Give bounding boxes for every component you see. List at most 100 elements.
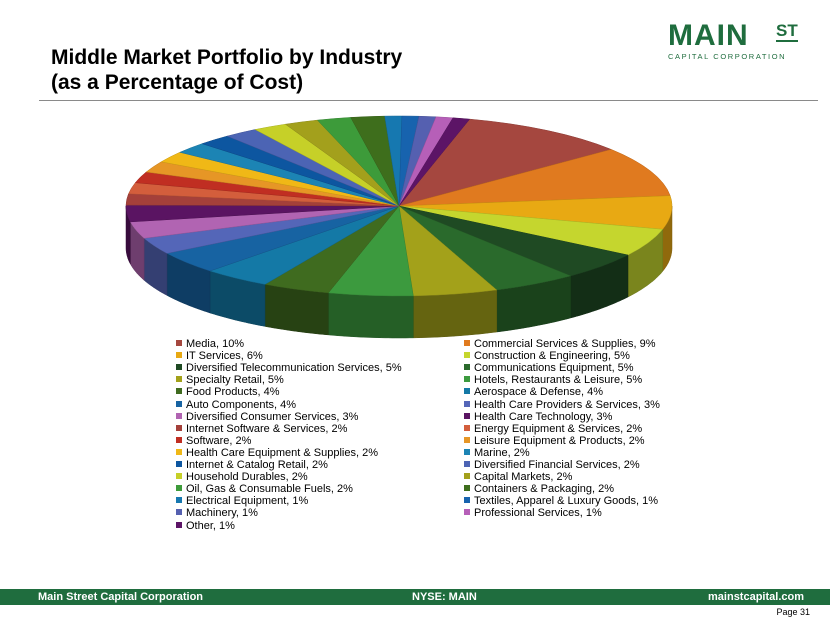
legend-item: Machinery, 1% — [176, 507, 258, 519]
legend-label: Professional Services, 1% — [474, 507, 602, 520]
legend-label: Communications Equipment, 5% — [474, 362, 634, 375]
legend-label: Energy Equipment & Services, 2% — [474, 422, 643, 435]
legend-swatch — [464, 388, 470, 395]
legend-item: Internet Software & Services, 2% — [176, 423, 347, 435]
legend-item: Textiles, Apparel & Luxury Goods, 1% — [464, 495, 658, 507]
legend-swatch — [176, 497, 182, 504]
legend-item: Diversified Consumer Services, 3% — [176, 411, 358, 423]
legend-label: Construction & Engineering, 5% — [474, 350, 630, 363]
legend-swatch — [464, 364, 470, 371]
page-title: Middle Market Portfolio by Industry (as … — [51, 45, 402, 95]
legend-item: Internet & Catalog Retail, 2% — [176, 459, 328, 471]
legend-label: Household Durables, 2% — [186, 471, 308, 484]
legend-item: Diversified Financial Services, 2% — [464, 459, 640, 471]
legend-label: Software, 2% — [186, 434, 252, 447]
legend-label: Diversified Financial Services, 2% — [474, 459, 640, 471]
legend-swatch — [464, 461, 470, 467]
legend-swatch — [176, 340, 182, 346]
legend-swatch — [176, 364, 182, 371]
legend-item: Software, 2% — [176, 435, 251, 447]
legend-label: Diversified Consumer Services, 3% — [186, 410, 359, 423]
legend-item: Professional Services, 1% — [464, 507, 602, 519]
legend-swatch — [464, 412, 470, 419]
legend-swatch — [176, 436, 182, 443]
legend-item: Diversified Telecommunication Services, … — [176, 362, 402, 374]
legend-swatch — [464, 352, 470, 359]
legend-item: Construction & Engineering, 5% — [464, 350, 630, 362]
legend-label: Textiles, Apparel & Luxury Goods, 1% — [474, 495, 659, 508]
legend-label: Containers & Packaging, 2% — [474, 483, 615, 496]
legend-label: Internet Software & Services, 2% — [186, 422, 348, 435]
legend-label: Diversified Telecommunication Services, … — [186, 362, 402, 375]
legend-swatch — [176, 461, 182, 467]
pie-slice-side — [328, 292, 414, 339]
legend-item: Communications Equipment, 5% — [464, 362, 634, 374]
legend-label: Specialty Retail, 5% — [186, 374, 284, 387]
legend-label: Commercial Services & Supplies, 9% — [474, 338, 656, 350]
page-title-line2: (as a Percentage of Cost) — [51, 71, 304, 94]
pie-sides — [125, 206, 673, 339]
legend-swatch — [464, 509, 470, 516]
legend-item: Household Durables, 2% — [176, 471, 308, 483]
legend-item: IT Services, 6% — [176, 350, 263, 362]
legend-item: Health Care Technology, 3% — [464, 411, 612, 423]
legend-swatch — [176, 473, 182, 480]
legend-swatch — [176, 424, 182, 431]
legend-item: Commercial Services & Supplies, 9% — [464, 338, 656, 350]
legend-swatch — [464, 497, 470, 504]
main-street-logo: MAIN ST CAPITAL CORPORATION — [668, 20, 808, 62]
legend-item: Health Care Providers & Services, 3% — [464, 399, 660, 411]
legend-swatch — [176, 388, 182, 395]
legend-label: Health Care Equipment & Supplies, 2% — [186, 446, 378, 459]
footer-bar: Main Street Capital Corporation NYSE: MA… — [0, 589, 830, 605]
page-title-line1: Middle Market Portfolio by Industry — [51, 46, 403, 69]
legend-swatch — [176, 376, 182, 383]
pie-slice-side — [413, 289, 498, 339]
legend-swatch — [176, 448, 182, 455]
logo-st: ST — [776, 21, 798, 42]
legend-swatch — [464, 436, 470, 443]
legend-item: Aerospace & Defense, 4% — [464, 386, 603, 398]
pie-slice — [398, 117, 471, 207]
legend-item: Food Products, 4% — [176, 386, 280, 398]
logo-subtitle: CAPITAL CORPORATION — [668, 52, 787, 61]
legend-swatch — [464, 448, 470, 455]
legend-item: Containers & Packaging, 2% — [464, 483, 614, 495]
legend-label: Aerospace & Defense, 4% — [474, 386, 604, 399]
legend-item: Capital Markets, 2% — [464, 471, 572, 483]
legend-item: Marine, 2% — [464, 447, 530, 459]
legend-label: Auto Components, 4% — [186, 398, 297, 411]
pie-slice — [398, 149, 671, 207]
legend-label: Other, 1% — [186, 519, 235, 532]
legend-swatch — [176, 521, 182, 528]
legend-label: Marine, 2% — [474, 446, 530, 459]
legend-label: Media, 10% — [186, 338, 245, 350]
legend-item: Auto Components, 4% — [176, 399, 296, 411]
legend-swatch — [464, 376, 470, 383]
footer-website: mainstcapital.com — [708, 591, 804, 603]
legend-label: Internet & Catalog Retail, 2% — [186, 459, 328, 471]
legend-label: Oil, Gas & Consumable Fuels, 2% — [186, 483, 353, 496]
legend-label: Hotels, Restaurants & Leisure, 5% — [474, 374, 643, 387]
legend-swatch — [176, 509, 182, 516]
legend-item: Hotels, Restaurants & Leisure, 5% — [464, 374, 642, 386]
legend-label: Leisure Equipment & Products, 2% — [474, 434, 645, 447]
legend-swatch — [464, 485, 470, 492]
legend-item: Other, 1% — [176, 520, 235, 532]
legend-item: Leisure Equipment & Products, 2% — [464, 435, 645, 447]
legend-label: Health Care Technology, 3% — [474, 410, 613, 423]
legend-item: Oil, Gas & Consumable Fuels, 2% — [176, 483, 353, 495]
legend-swatch — [464, 400, 470, 407]
pie-top — [125, 115, 673, 297]
legend-item: Specialty Retail, 5% — [176, 374, 284, 386]
footer-company: Main Street Capital Corporation — [38, 591, 204, 603]
legend-label: IT Services, 6% — [186, 350, 263, 363]
logo-main: MAIN — [668, 19, 749, 52]
title-divider — [39, 100, 818, 101]
legend-label: Food Products, 4% — [186, 386, 280, 399]
legend-swatch — [176, 352, 182, 359]
legend-label: Machinery, 1% — [186, 507, 258, 520]
legend-label: Electrical Equipment, 1% — [186, 495, 309, 508]
legend-swatch — [464, 340, 470, 346]
